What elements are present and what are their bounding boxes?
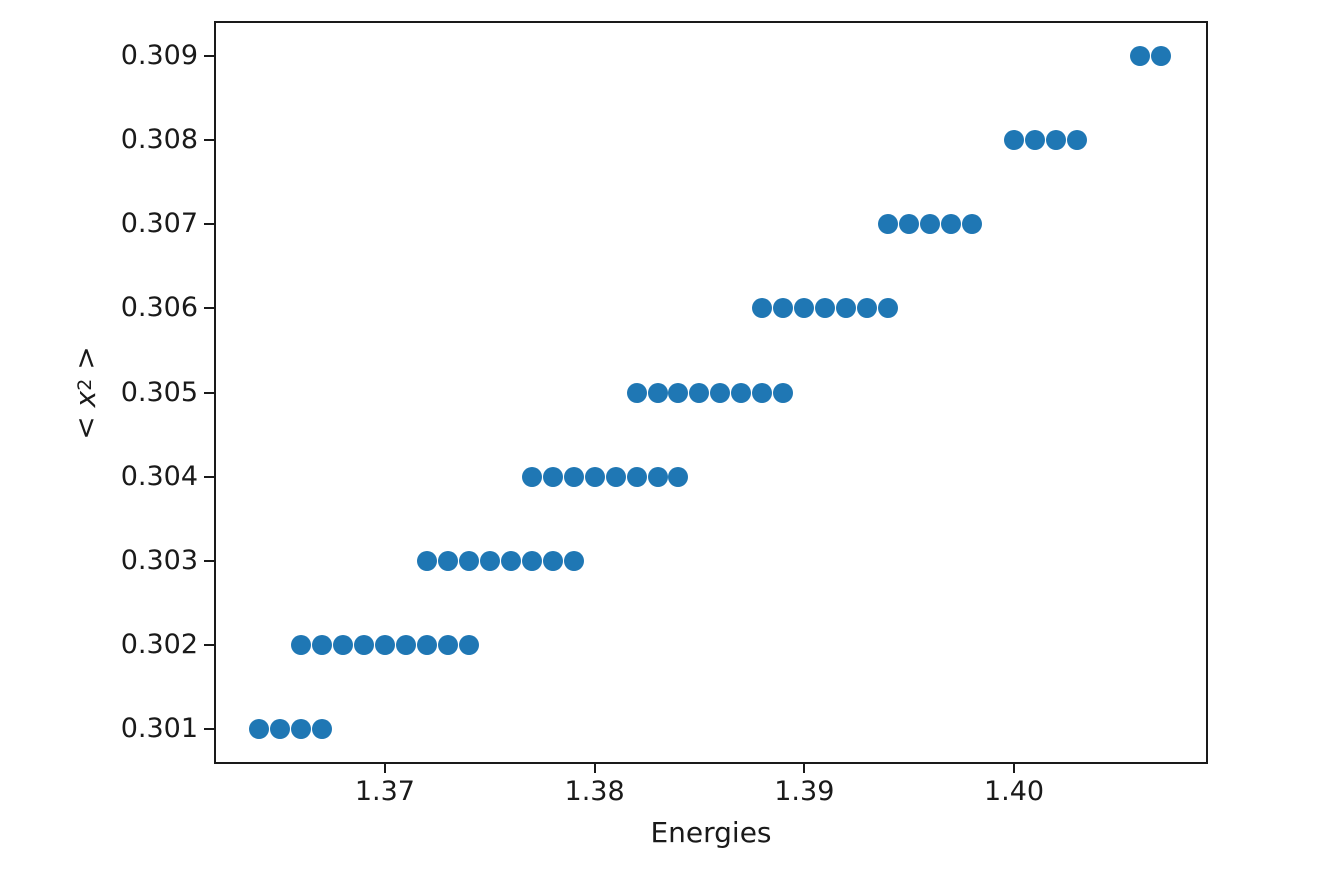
- x-tick: [1013, 763, 1016, 773]
- scatter-point: [878, 214, 899, 235]
- scatter-point: [1129, 45, 1150, 66]
- scatter-point: [332, 635, 353, 656]
- x-tick: [383, 763, 386, 773]
- y-axis-label-suffix: >: [68, 346, 102, 379]
- scatter-point: [605, 466, 626, 487]
- x-tick-label: 1.38: [564, 776, 625, 807]
- scatter-point: [1066, 129, 1087, 150]
- scatter-point: [773, 298, 794, 319]
- y-tick: [204, 54, 214, 57]
- scatter-point: [437, 635, 458, 656]
- scatter-point: [458, 550, 479, 571]
- y-tick-label: 0.306: [120, 292, 198, 324]
- y-tick-label: 0.308: [120, 123, 198, 155]
- scatter-point: [689, 382, 710, 403]
- scatter-point: [794, 298, 815, 319]
- scatter-point: [521, 550, 542, 571]
- x-tick: [803, 763, 806, 773]
- scatter-point: [752, 382, 773, 403]
- scatter-point: [311, 719, 332, 740]
- y-tick: [204, 728, 214, 731]
- scatter-point: [626, 466, 647, 487]
- x-tick-label: 1.39: [774, 776, 835, 807]
- scatter-point: [1025, 129, 1046, 150]
- y-tick-label: 0.307: [120, 208, 198, 240]
- scatter-point: [521, 466, 542, 487]
- scatter-point: [647, 466, 668, 487]
- scatter-point: [311, 635, 332, 656]
- x-tick: [593, 763, 596, 773]
- scatter-point: [437, 550, 458, 571]
- scatter-point: [290, 635, 311, 656]
- x-axis-label: Energies: [650, 816, 772, 849]
- scatter-point: [878, 298, 899, 319]
- scatter-point: [626, 382, 647, 403]
- scatter-point: [962, 214, 983, 235]
- scatter-point: [458, 635, 479, 656]
- scatter-point: [668, 382, 689, 403]
- y-tick: [204, 307, 214, 310]
- y-tick: [204, 475, 214, 478]
- scatter-point: [249, 719, 270, 740]
- scatter-point: [416, 550, 437, 571]
- scatter-point: [270, 719, 290, 740]
- y-tick-label: 0.305: [120, 376, 198, 408]
- scatter-point: [920, 214, 941, 235]
- scatter-point: [395, 635, 416, 656]
- scatter-point: [542, 550, 563, 571]
- scatter-point: [500, 550, 521, 571]
- scatter-point: [941, 214, 962, 235]
- scatter-point: [1004, 129, 1025, 150]
- scatter-point: [353, 635, 374, 656]
- scatter-point: [836, 298, 857, 319]
- y-tick: [204, 391, 214, 394]
- y-tick: [204, 223, 214, 226]
- scatter-point: [1150, 45, 1171, 66]
- y-axis-label-prefix: <: [68, 407, 102, 440]
- y-tick-label: 0.303: [120, 544, 198, 576]
- scatter-point: [374, 635, 395, 656]
- scatter-point: [290, 719, 311, 740]
- scatter-point: [563, 550, 584, 571]
- y-tick-label: 0.304: [120, 460, 198, 492]
- y-tick: [204, 559, 214, 562]
- y-tick: [204, 138, 214, 141]
- y-tick-label: 0.301: [120, 713, 198, 745]
- scatter-point: [752, 298, 773, 319]
- y-tick-label: 0.302: [120, 629, 198, 661]
- y-tick: [204, 644, 214, 647]
- scatter-point: [479, 550, 500, 571]
- scatter-point: [857, 298, 878, 319]
- scatter-point: [899, 214, 920, 235]
- scatter-point: [584, 466, 605, 487]
- scatter-point: [563, 466, 584, 487]
- x-tick-label: 1.40: [983, 776, 1045, 807]
- y-tick-label: 0.309: [120, 39, 198, 71]
- scatter-point: [710, 382, 731, 403]
- scatter-point: [542, 466, 563, 487]
- scatter-point: [647, 382, 668, 403]
- x-tick-label: 1.37: [354, 776, 415, 807]
- scatter-point: [731, 382, 752, 403]
- scatter-point: [773, 382, 794, 403]
- scatter-point: [815, 298, 836, 319]
- scatter-point: [1045, 129, 1066, 150]
- scatter-point: [668, 466, 689, 487]
- scatter-point: [416, 635, 437, 656]
